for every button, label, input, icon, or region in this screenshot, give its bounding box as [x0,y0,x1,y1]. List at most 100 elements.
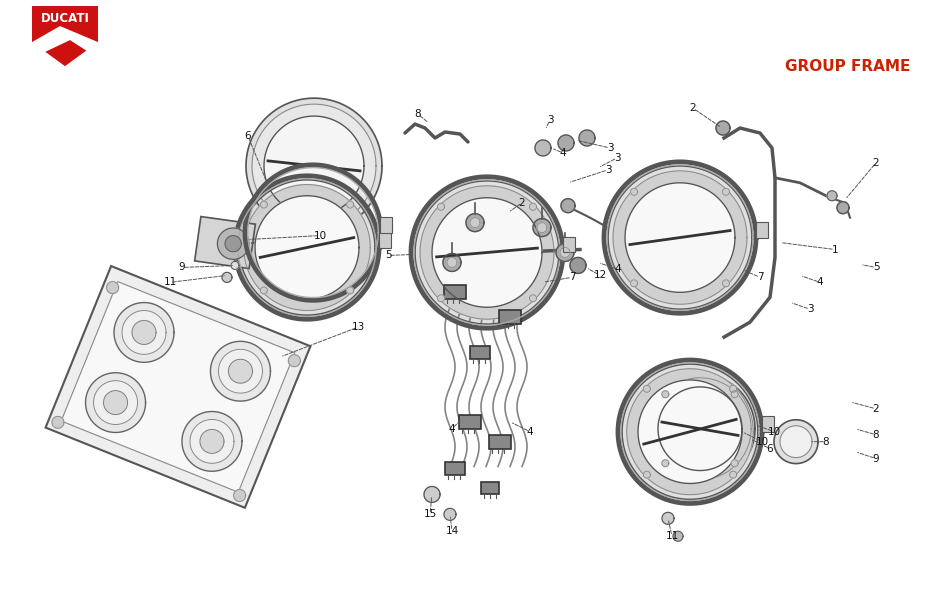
Polygon shape [244,185,370,311]
Polygon shape [246,98,382,234]
Polygon shape [716,121,730,135]
Polygon shape [722,188,730,195]
Polygon shape [93,381,138,424]
Text: 3: 3 [607,143,613,153]
Polygon shape [239,180,375,315]
Text: 8: 8 [872,430,880,440]
FancyBboxPatch shape [459,415,481,429]
Text: 7: 7 [569,272,575,283]
Polygon shape [466,213,484,232]
Text: 2: 2 [519,198,525,208]
Polygon shape [225,235,241,252]
Polygon shape [774,420,818,464]
Text: 5: 5 [872,262,880,272]
Polygon shape [780,426,812,458]
Polygon shape [533,219,551,237]
Polygon shape [264,116,364,216]
Polygon shape [730,385,736,392]
Polygon shape [731,460,738,467]
Polygon shape [122,311,166,355]
Polygon shape [730,471,736,478]
Polygon shape [631,188,637,195]
Polygon shape [638,380,742,483]
Polygon shape [662,513,674,524]
Polygon shape [289,355,301,367]
Polygon shape [211,342,270,401]
FancyBboxPatch shape [445,462,465,475]
Polygon shape [529,203,536,210]
FancyBboxPatch shape [499,311,521,324]
Polygon shape [52,417,64,429]
Text: 3: 3 [605,165,611,175]
Polygon shape [438,295,445,302]
Text: 11: 11 [164,277,177,287]
Polygon shape [560,247,570,257]
Text: 10: 10 [768,427,781,437]
Polygon shape [252,104,376,228]
FancyBboxPatch shape [481,483,499,495]
Polygon shape [85,372,145,433]
Polygon shape [218,349,263,393]
Polygon shape [556,244,574,262]
Text: 3: 3 [547,115,553,125]
Polygon shape [182,411,242,471]
Polygon shape [260,201,267,208]
Polygon shape [200,430,224,454]
Text: 15: 15 [424,510,437,519]
Text: 4: 4 [817,277,823,287]
Text: 4: 4 [560,148,566,158]
Polygon shape [631,280,637,287]
Polygon shape [622,364,758,499]
Text: 7: 7 [757,272,763,283]
Polygon shape [827,191,837,201]
Polygon shape [837,201,849,213]
Text: 10: 10 [756,437,769,446]
Polygon shape [260,287,267,294]
Text: DRAWING 017 - THROTTLE BODY [MOD:1299;XST:CAL,CDN]: DRAWING 017 - THROTTLE BODY [MOD:1299;XS… [172,22,888,42]
Polygon shape [438,203,445,210]
Polygon shape [570,257,586,274]
Polygon shape [347,201,353,208]
Polygon shape [415,181,559,324]
Polygon shape [228,359,253,383]
FancyBboxPatch shape [756,222,768,238]
Polygon shape [45,266,311,508]
Polygon shape [444,508,456,520]
Text: 6: 6 [767,443,773,454]
Polygon shape [132,321,156,344]
FancyBboxPatch shape [380,217,392,232]
Text: 8: 8 [822,437,830,446]
Text: 9: 9 [872,454,880,464]
Text: 12: 12 [593,271,607,280]
Text: 4: 4 [615,265,622,274]
Polygon shape [114,303,174,362]
Polygon shape [470,218,480,228]
Text: 11: 11 [665,531,679,541]
Polygon shape [32,6,98,66]
Text: 5: 5 [385,250,391,260]
Polygon shape [645,374,755,483]
Text: 6: 6 [245,131,252,141]
Polygon shape [662,460,669,467]
FancyBboxPatch shape [444,285,466,299]
Polygon shape [32,26,98,58]
Polygon shape [613,171,747,304]
Polygon shape [731,391,738,398]
Text: 2: 2 [872,158,880,168]
Polygon shape [194,216,255,269]
Polygon shape [424,486,440,502]
Text: 13: 13 [352,322,364,332]
Polygon shape [529,295,536,302]
Polygon shape [234,489,246,501]
Polygon shape [625,183,735,292]
Text: 4: 4 [449,424,455,434]
Polygon shape [537,223,547,232]
Polygon shape [106,281,118,294]
FancyBboxPatch shape [470,346,490,359]
Polygon shape [347,287,353,294]
Polygon shape [673,531,683,541]
Polygon shape [558,135,574,151]
Text: 1: 1 [832,244,838,254]
Polygon shape [644,471,650,478]
Polygon shape [561,198,575,213]
